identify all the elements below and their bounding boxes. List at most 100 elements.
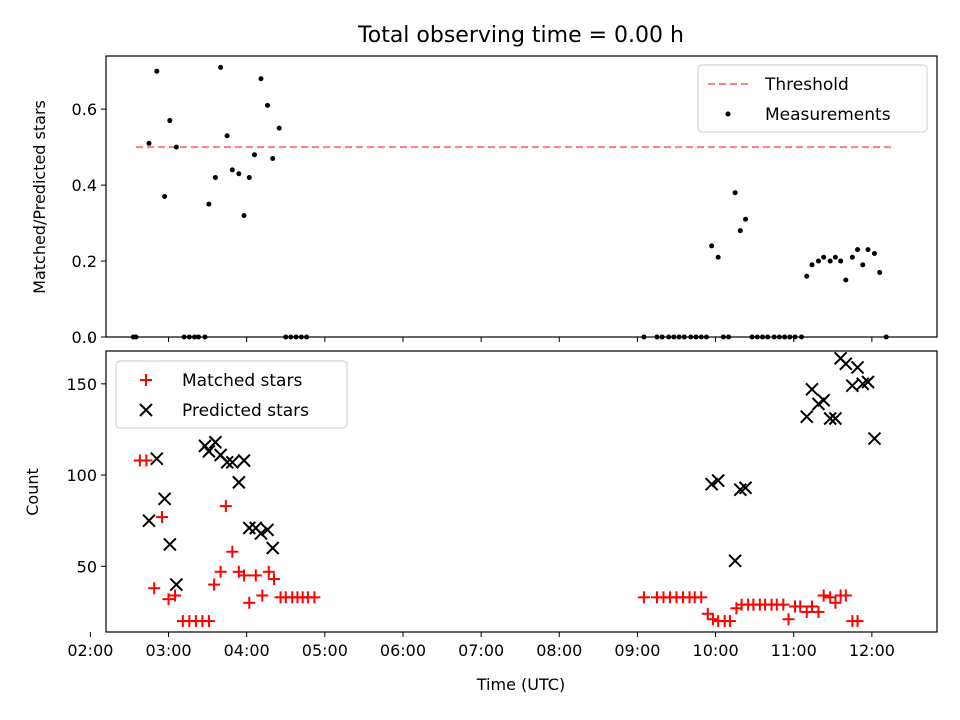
predicted-stars-point xyxy=(220,455,234,470)
measurement-point xyxy=(236,171,242,177)
predicted-stars-point xyxy=(704,477,719,491)
predicted-stars-point xyxy=(254,526,268,541)
bottom-y-axis-label: Count xyxy=(23,468,42,516)
matched-stars-point xyxy=(851,615,864,628)
measurement-point xyxy=(241,212,247,218)
matched-stars-point xyxy=(800,605,813,618)
measurement-point xyxy=(871,250,877,256)
top-x-ticks xyxy=(89,337,873,342)
measurement-point xyxy=(212,175,218,181)
measurement-point xyxy=(715,254,721,260)
measurement-point xyxy=(224,133,230,139)
legend-matched-label: Matched stars xyxy=(182,371,302,391)
matched-stars-point xyxy=(723,615,736,628)
predicted-stars-point xyxy=(711,473,725,488)
measurement-point xyxy=(865,247,871,253)
legend-predicted-swatch xyxy=(139,403,153,417)
x-tick-label: 02:00 xyxy=(67,641,113,660)
bottom-legend-box xyxy=(115,360,348,429)
bottom-x-axis: 02:00 03:00 04:00 05:00 06:00 07:00 08:00 09:00… xyxy=(67,632,895,660)
matched-stars-point xyxy=(695,591,708,604)
predicted-stars-point xyxy=(142,513,156,528)
measurement-point xyxy=(162,194,168,199)
measurement-point xyxy=(849,254,855,260)
measurement-point xyxy=(838,258,844,264)
measurement-point xyxy=(737,228,743,234)
measurement-point xyxy=(276,125,282,131)
measurement-point xyxy=(173,144,179,150)
x-tick-label: 12:00 xyxy=(849,641,895,660)
matched-stars-point xyxy=(249,569,262,582)
legend-measurements-swatch xyxy=(725,111,731,117)
x-axis-label: Time (UTC) xyxy=(476,675,565,694)
x-tick-label: 08:00 xyxy=(536,641,582,660)
matched-stars-point xyxy=(782,613,795,626)
matched-stars-point xyxy=(839,589,852,602)
matched-stars-point xyxy=(140,454,153,467)
measurement-point xyxy=(270,156,276,162)
predicted-stars-point xyxy=(242,521,256,535)
matched-stars-point xyxy=(812,605,825,618)
predicted-stars-point xyxy=(157,492,172,506)
matched-stars-point xyxy=(268,573,281,586)
x-tick-label: 11:00 xyxy=(771,641,817,660)
predicted-stars-point xyxy=(828,411,843,426)
matched-stars-point xyxy=(777,598,790,611)
measurement-point xyxy=(265,102,271,108)
matched-stars-point xyxy=(214,565,227,578)
bottom-y-axis: 50 100 150 xyxy=(66,375,106,576)
top-plot-area xyxy=(130,64,892,340)
matched-stars-point xyxy=(701,607,714,620)
measurement-point xyxy=(154,68,160,74)
predicted-stars-point xyxy=(163,537,177,552)
measurement-point xyxy=(246,175,252,181)
legend-threshold-label: Threshold xyxy=(764,75,849,95)
matched-stars-point xyxy=(208,578,221,591)
legend-predicted-label: Predicted stars xyxy=(182,401,309,421)
predicted-stars-point xyxy=(867,431,882,446)
measurement-point xyxy=(821,254,827,260)
predicted-stars-point xyxy=(805,382,819,397)
bottom-y-tick-label: 150 xyxy=(66,375,97,394)
measurement-point xyxy=(804,273,810,279)
bottom-legend: Matched stars Predicted stars xyxy=(115,360,348,429)
top-axes-frame xyxy=(105,55,938,338)
predicted-stars-point xyxy=(266,541,280,555)
predicted-stars-point xyxy=(260,523,275,537)
bottom-y-tick-label: 50 xyxy=(77,557,97,576)
measurement-point xyxy=(167,118,173,124)
top-legend: Threshold Measurements xyxy=(697,64,928,133)
matched-stars-point xyxy=(238,569,251,582)
top-legend-box xyxy=(697,64,928,133)
measurement-point xyxy=(815,258,821,264)
top-y-axis-label: Matched/Predicted stars xyxy=(30,100,49,294)
matched-stars-point xyxy=(226,545,239,558)
predicted-stars-point xyxy=(225,455,240,470)
matched-stars-point xyxy=(262,565,275,578)
predicted-stars-point xyxy=(169,577,184,592)
bottom-axes-frame xyxy=(105,350,938,633)
predicted-stars-point xyxy=(237,453,251,468)
predicted-stars-point xyxy=(845,378,860,393)
x-tick-label: 06:00 xyxy=(380,641,426,660)
predicted-stars-point xyxy=(816,393,831,407)
x-tick-label: 03:00 xyxy=(145,641,191,660)
measurement-point xyxy=(229,167,235,173)
matched-stars-point xyxy=(637,591,650,604)
x-tick-label: 09:00 xyxy=(614,641,660,660)
measurement-point xyxy=(809,262,815,268)
top-y-axis: 0.0 0.2 0.4 0.6 xyxy=(72,100,106,347)
predicted-stars-point xyxy=(150,451,164,466)
legend-matched-swatch xyxy=(140,374,152,386)
top-y-tick-label: 0.6 xyxy=(72,100,97,119)
predicted-stars-point xyxy=(850,360,865,375)
predicted-stars-point xyxy=(232,475,246,490)
x-tick-label: 05:00 xyxy=(302,641,348,660)
matched-stars-point xyxy=(162,593,175,606)
x-tick-label: 10:00 xyxy=(693,641,739,660)
predicted-stars-point xyxy=(208,435,223,449)
measurement-point xyxy=(827,258,833,264)
predicted-stars-point xyxy=(823,411,837,426)
